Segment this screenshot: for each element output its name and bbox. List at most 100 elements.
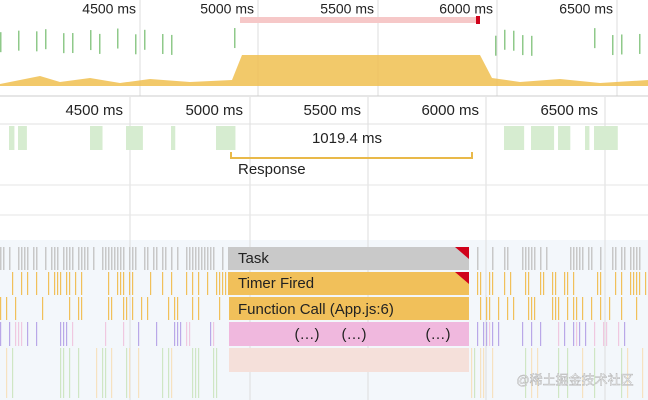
sub-stripe xyxy=(138,322,140,346)
task-stripe xyxy=(9,247,11,270)
sub-stripe xyxy=(96,348,98,398)
sub-stripe xyxy=(492,348,494,398)
task-stripe xyxy=(54,247,56,270)
task-stripe xyxy=(135,247,137,270)
script-stripe xyxy=(186,272,188,295)
overview-tick-label: 4500 ms xyxy=(82,1,136,17)
frame-block xyxy=(540,126,555,150)
task-stripe xyxy=(615,247,617,270)
script-stripe xyxy=(222,272,224,295)
anonymous-label: (…) xyxy=(426,326,451,343)
cpu-tick xyxy=(18,30,20,51)
sub-stripe xyxy=(216,348,218,398)
sub-stripe xyxy=(177,322,179,346)
task-stripe xyxy=(624,247,626,270)
call-stripe xyxy=(507,297,509,320)
response-bracket xyxy=(230,152,473,159)
call-stripe xyxy=(42,297,44,320)
script-stripe xyxy=(555,272,557,295)
task-stripe xyxy=(132,247,134,270)
call-stripe xyxy=(15,297,17,320)
call-stripe xyxy=(621,297,623,320)
sub-stripe xyxy=(573,322,575,346)
sub-stripe xyxy=(558,322,560,346)
sub-stripe xyxy=(486,322,488,346)
sub-stripe xyxy=(483,348,485,398)
anonymous-bar[interactable] xyxy=(229,322,469,346)
cpu-tick xyxy=(99,33,101,54)
task-stripe xyxy=(201,247,203,270)
task-stripe xyxy=(582,247,584,270)
task-stripe xyxy=(117,247,119,270)
task-bar[interactable] xyxy=(229,247,469,270)
frame-block xyxy=(513,126,525,150)
task-stripe xyxy=(621,247,623,270)
sub-stripe xyxy=(483,322,485,346)
cpu-tick xyxy=(495,35,497,56)
cpu-tick xyxy=(594,28,596,49)
script-stripe xyxy=(60,272,62,295)
script-stripe xyxy=(630,272,632,295)
task-stripe xyxy=(120,247,122,270)
script-stripe xyxy=(525,272,527,295)
script-stripe xyxy=(600,272,602,295)
task-stripe xyxy=(546,247,548,270)
call-stripe xyxy=(141,297,143,320)
sub-stripe xyxy=(603,322,605,346)
script-stripe xyxy=(132,272,134,295)
script-stripe xyxy=(117,272,119,295)
task-stripe xyxy=(93,247,95,270)
script-stripe xyxy=(477,272,479,295)
frame-block xyxy=(603,126,618,150)
cpu-tick xyxy=(531,35,533,56)
call-stripe xyxy=(0,297,2,320)
sub-stripe xyxy=(6,348,8,398)
sub-stripe xyxy=(624,322,626,346)
sub-stripe xyxy=(168,348,170,398)
script-stripe xyxy=(69,272,71,295)
script-stripe xyxy=(36,272,38,295)
call-stripe xyxy=(531,297,533,320)
script-stripe xyxy=(198,272,200,295)
sub-stripe xyxy=(9,322,11,346)
sub-stripe xyxy=(63,322,65,346)
script-stripe xyxy=(645,272,647,295)
task-stripe xyxy=(573,247,575,270)
function-call-bar[interactable] xyxy=(229,297,469,320)
task-stripe xyxy=(222,247,224,270)
selection-bar xyxy=(240,17,477,23)
task-stripe xyxy=(72,247,74,270)
warning-marker xyxy=(455,272,469,284)
task-stripe xyxy=(195,247,197,270)
timer-bar[interactable] xyxy=(229,272,469,295)
cpu-tick xyxy=(639,33,641,54)
sub-stripe xyxy=(531,348,533,398)
task-stripe xyxy=(204,247,206,270)
sub-stripe xyxy=(576,322,578,346)
sub-stripe xyxy=(105,322,107,346)
task-stripe xyxy=(69,247,71,270)
script-stripe xyxy=(573,272,575,295)
timeline-tick-label: 4500 ms xyxy=(65,102,123,119)
task-stripe xyxy=(492,247,494,270)
sub-stripe xyxy=(621,348,623,398)
task-stripe xyxy=(171,247,173,270)
frame-block xyxy=(585,126,590,150)
sub-stripe xyxy=(537,348,539,398)
task-stripe xyxy=(600,247,602,270)
cpu-tick xyxy=(522,35,524,56)
script-stripe xyxy=(621,272,623,295)
sub-stripe xyxy=(186,322,188,346)
sub-stripe xyxy=(606,322,608,346)
task-stripe xyxy=(45,247,47,270)
call-stripe xyxy=(498,297,500,320)
sub-stripe xyxy=(18,322,20,346)
call-stripe xyxy=(513,297,515,320)
sub-stripe xyxy=(627,348,629,398)
sub-stripe xyxy=(489,322,491,346)
call-stripe xyxy=(78,297,80,320)
sub-stripe xyxy=(564,322,566,346)
script-stripe xyxy=(129,272,131,295)
